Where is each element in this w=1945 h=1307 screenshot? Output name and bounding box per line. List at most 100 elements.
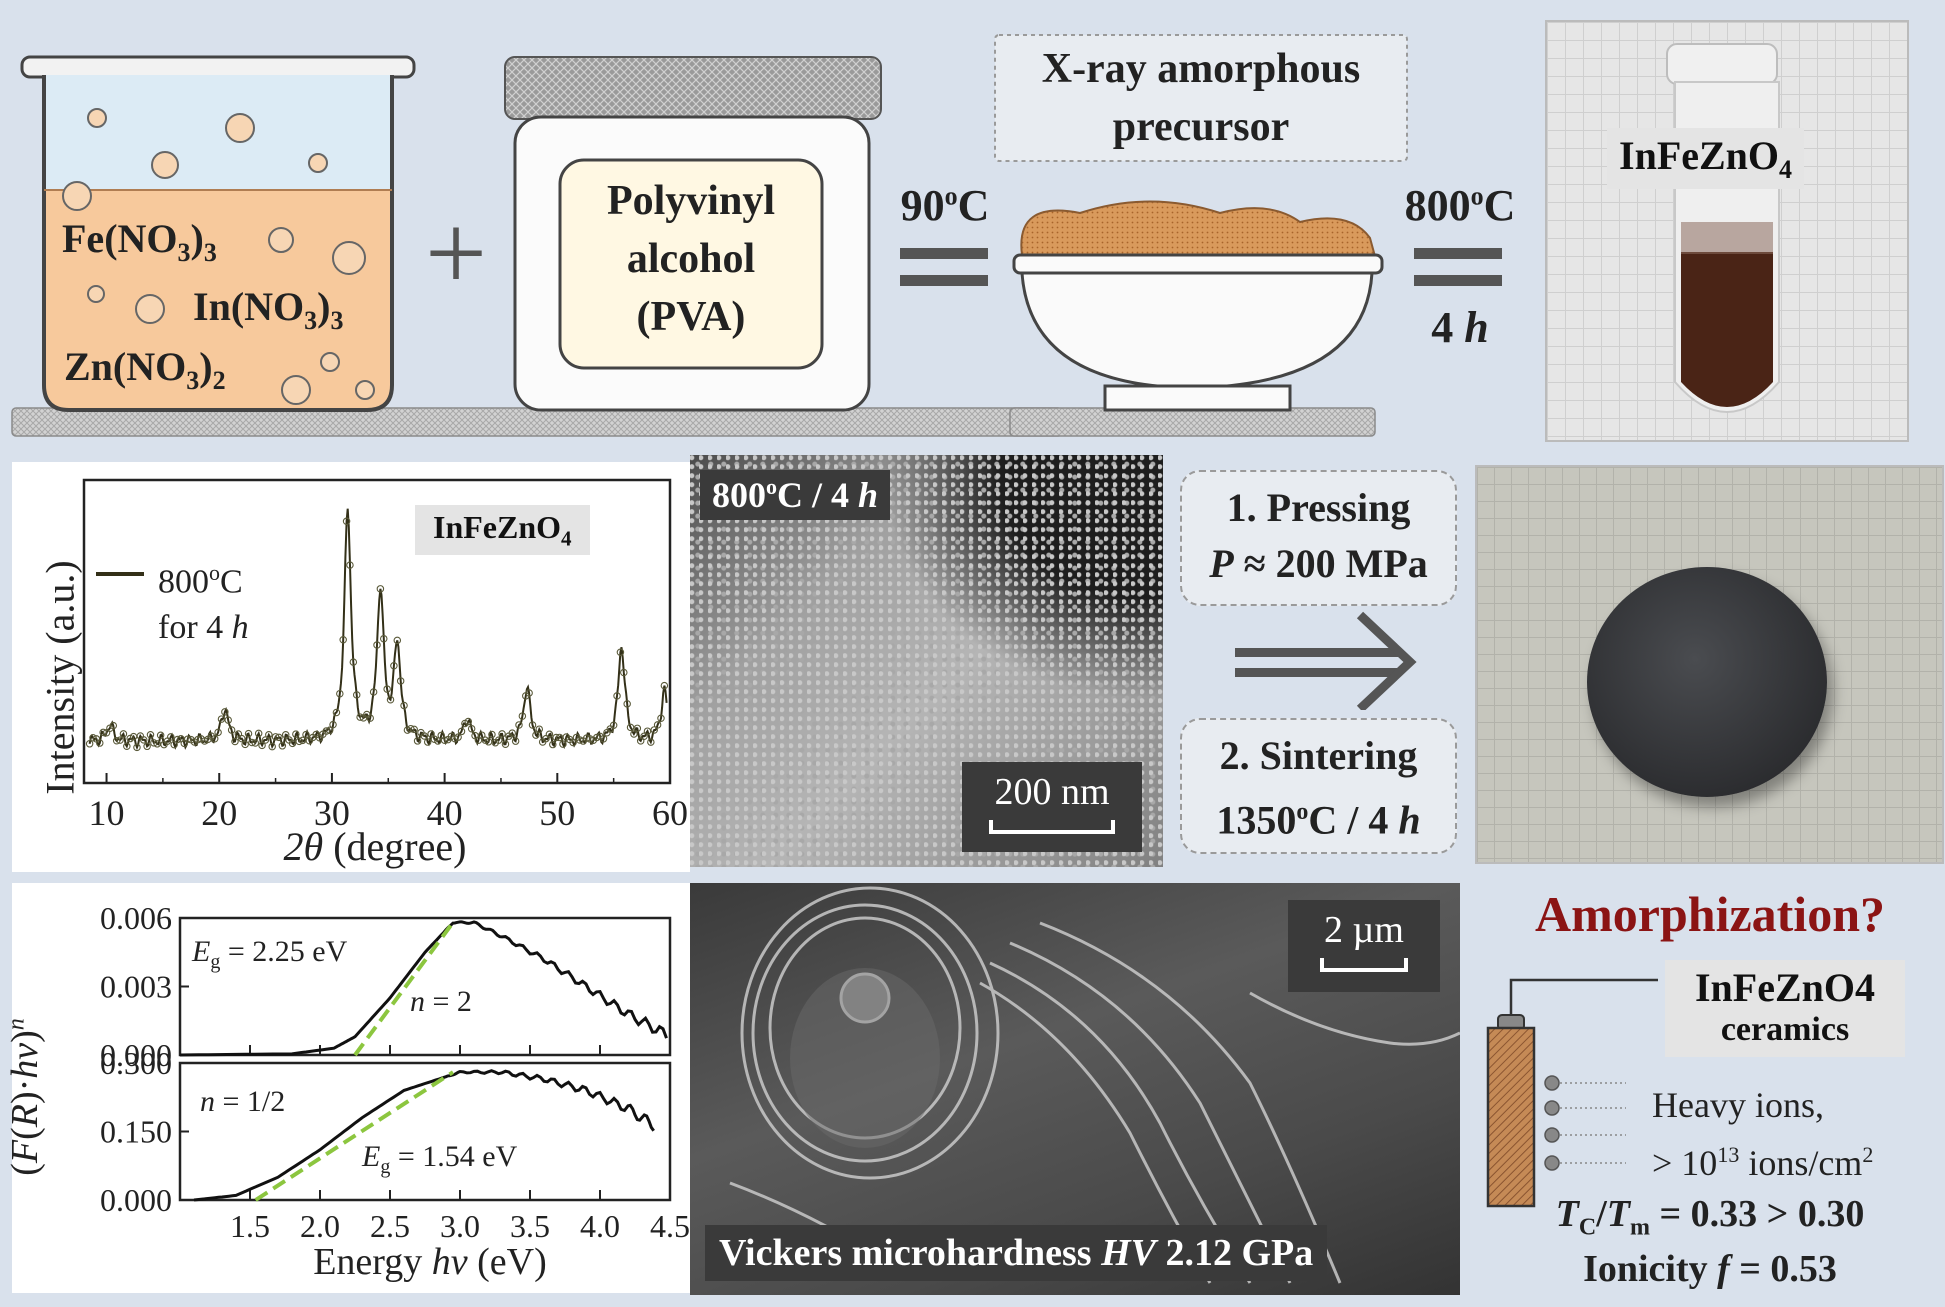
plus-sign: + bbox=[425, 192, 487, 314]
xrd-data-point bbox=[332, 708, 341, 717]
xrd-data-point bbox=[349, 658, 358, 666]
xrd-data-point bbox=[582, 734, 591, 742]
sem2-scalebar-box: 2 µm bbox=[1288, 900, 1440, 992]
tauc-panel: 0.000 0.003 0.006 0.000 0.150 0.300 1.5 2.0 2.5 3… bbox=[12, 883, 690, 1293]
xrd-data-point bbox=[518, 712, 527, 720]
xrd-data-point bbox=[643, 727, 652, 735]
xrd-data-point bbox=[292, 730, 300, 738]
xrd-data-point bbox=[346, 561, 354, 569]
xrd-data-point bbox=[194, 735, 202, 744]
xrd-data-point bbox=[396, 677, 405, 685]
tauc-bottom-eg: Eg = 1.54 eV bbox=[362, 1140, 518, 1178]
xrd-data-point bbox=[620, 668, 628, 677]
tauc-chart: 0.000 0.003 0.006 0.000 0.150 0.300 1.5 2.0 2.5 3… bbox=[100, 900, 690, 1244]
sem1-scalebar-box: 200 nm bbox=[962, 762, 1142, 852]
equals-sign-1 bbox=[900, 248, 988, 286]
xrd-data-point bbox=[633, 724, 642, 733]
xrd-data-point bbox=[525, 689, 533, 697]
xrd-data-point bbox=[241, 740, 249, 749]
xrd-data-point bbox=[515, 721, 523, 729]
xrd-data-point bbox=[400, 701, 408, 710]
xrd-data-point bbox=[258, 741, 266, 750]
xrd-data-point bbox=[268, 742, 276, 751]
tauc-top-data-line bbox=[179, 920, 668, 1057]
xrd-data-point bbox=[376, 585, 385, 593]
xrd-data-point bbox=[616, 648, 625, 657]
step1-temperature: 90oC bbox=[900, 181, 990, 230]
xrd-xtick-label: 30 bbox=[314, 793, 350, 833]
xrd-data-point bbox=[183, 735, 192, 743]
tauc-ytick-label: 0.000 bbox=[100, 1037, 172, 1073]
xrd-data-point bbox=[116, 736, 124, 744]
xrd-data-point bbox=[559, 740, 567, 748]
process-step-sintering: 2. Sintering 1350oC / 4 h bbox=[1180, 718, 1457, 854]
xrd-xtick-label: 40 bbox=[427, 793, 463, 833]
xrd-data-point bbox=[488, 730, 496, 739]
xrd-data-point bbox=[532, 731, 540, 739]
xrd-data-point bbox=[380, 634, 388, 643]
process-step-pressing: 1. Pressing P ≈ 200 MPa bbox=[1180, 470, 1457, 606]
xrd-data-point bbox=[386, 695, 395, 704]
bench-right bbox=[1009, 407, 1376, 437]
sem2-scalebar-label: 2 µm bbox=[1324, 909, 1404, 951]
xrd-data-point bbox=[407, 724, 415, 733]
xrd-data-point bbox=[410, 725, 418, 734]
xrd-data-point bbox=[238, 734, 246, 743]
tauc-bottom-data-line bbox=[193, 1069, 655, 1202]
xrd-data-point bbox=[322, 727, 331, 735]
xrd-data-point bbox=[440, 736, 449, 744]
ceramic-pellet bbox=[1587, 567, 1827, 797]
xrd-data-point bbox=[99, 728, 107, 737]
xrd-data-point bbox=[261, 736, 270, 744]
xrd-data-point bbox=[420, 732, 429, 740]
xrd-data-point bbox=[369, 688, 378, 696]
xrd-data-point bbox=[302, 730, 310, 739]
xrd-data-point bbox=[613, 692, 621, 700]
xrd-data-point bbox=[150, 739, 158, 747]
tauc-ylabel: (F(R)·hν)n bbox=[3, 1018, 46, 1176]
pva-label: Polyvinyl alcohol (PVA) bbox=[606, 178, 776, 340]
xrd-data-point bbox=[271, 733, 280, 741]
xrd-data-point bbox=[647, 738, 655, 746]
tauc-xtick-label: 3.5 bbox=[510, 1208, 550, 1244]
xrd-data-point bbox=[390, 662, 398, 670]
xrd-xlabel: 2θ (degree) bbox=[283, 824, 467, 869]
xrd-data-point bbox=[325, 726, 334, 735]
xrd-legend-label: 800oC for 4 h bbox=[158, 560, 249, 647]
xrd-data-point bbox=[265, 731, 273, 739]
tauc-ytick-label: 0.300 bbox=[100, 1045, 172, 1081]
heavy-ions-text: Heavy ions, > 1013 ions/cm2 bbox=[1652, 1085, 1874, 1183]
tauc-ytick-label: 0.003 bbox=[100, 969, 172, 1005]
xrd-data-point bbox=[373, 641, 381, 649]
xrd-data-point bbox=[156, 731, 165, 739]
xrd-data-point bbox=[623, 700, 631, 708]
xrd-data-point bbox=[464, 717, 473, 726]
xrd-data-point bbox=[112, 737, 121, 745]
tauc-bottom-fit-line bbox=[254, 1070, 455, 1202]
tauc-ytick-label: 0.006 bbox=[100, 900, 172, 936]
xrd-data-point bbox=[413, 737, 422, 745]
sem1-scalebar-label: 200 nm bbox=[994, 771, 1110, 813]
xrd-data-point bbox=[451, 734, 459, 743]
xrd-data-point bbox=[123, 742, 131, 751]
xrd-data-point bbox=[478, 731, 486, 739]
reagent-in-nitrate: In(NO3)3 bbox=[193, 284, 344, 335]
tauc-xtick-label: 2.5 bbox=[370, 1208, 410, 1244]
xrd-data-point bbox=[545, 730, 554, 739]
xrd-data-point bbox=[599, 735, 608, 743]
xrd-data-point bbox=[552, 733, 560, 742]
xrd-data-point bbox=[609, 721, 618, 729]
xrd-xtick-label: 50 bbox=[539, 793, 575, 833]
xrd-data-point bbox=[224, 716, 232, 724]
xrd-data-point bbox=[467, 724, 476, 733]
xrd-data-point bbox=[528, 721, 537, 729]
xrd-data-point bbox=[139, 736, 148, 744]
tauc-top-n: n = 2 bbox=[410, 985, 472, 1018]
xrd-data-point bbox=[146, 731, 155, 739]
sem1-scalebar bbox=[989, 820, 1115, 834]
xrd-data-point bbox=[511, 737, 520, 745]
xrd-data-point bbox=[295, 737, 303, 746]
xrd-data-point bbox=[630, 730, 638, 738]
xrd-data-point bbox=[501, 740, 510, 748]
xrd-data-point bbox=[498, 730, 506, 738]
